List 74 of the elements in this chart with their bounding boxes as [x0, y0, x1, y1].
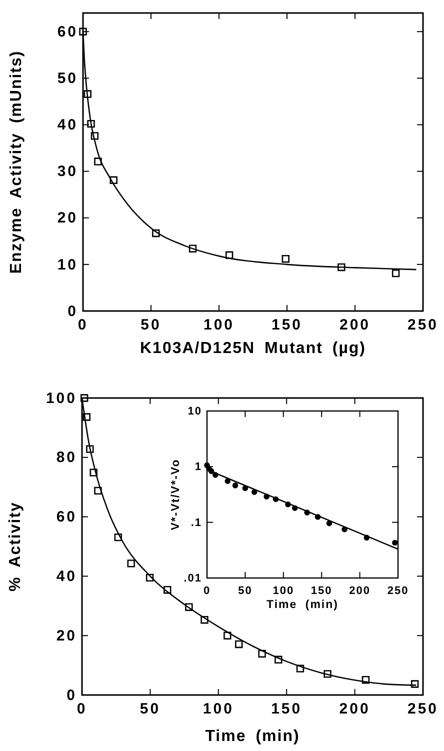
- y-tick-label: 60: [56, 508, 77, 526]
- point: [87, 120, 95, 128]
- y-tick-label: 20: [57, 210, 78, 227]
- point: [362, 676, 370, 684]
- point: [185, 603, 193, 611]
- y-tick-label: 0: [66, 686, 77, 704]
- x-tick-label: 150: [310, 584, 332, 597]
- y-tick-label: 1: [194, 461, 202, 474]
- y-axis-title: V*-Vt/V*-Vo: [170, 458, 182, 530]
- point: [324, 670, 332, 678]
- y-tick-label: 0: [68, 302, 78, 320]
- y-tick-label: .1: [190, 516, 202, 529]
- point: [94, 158, 102, 166]
- x-axis-title: Time (min): [266, 599, 338, 611]
- point: [90, 132, 99, 140]
- point: [152, 229, 160, 238]
- point: [392, 269, 400, 278]
- y-tick-label: 100: [46, 390, 77, 407]
- y-tick-label: 10: [188, 406, 202, 418]
- point: [86, 445, 94, 453]
- point: [258, 650, 266, 658]
- point: [235, 640, 243, 648]
- x-tick-label: 200: [349, 584, 370, 597]
- y-tick-label: 40: [56, 568, 77, 585]
- x-tick-label: 250: [407, 700, 439, 718]
- point: [110, 176, 118, 184]
- x-tick-label: 250: [387, 584, 409, 597]
- point: [410, 680, 419, 688]
- point: [232, 482, 238, 488]
- point: [392, 540, 398, 546]
- point: [200, 616, 208, 624]
- y-tick-label: 80: [56, 449, 77, 466]
- point: [90, 468, 98, 476]
- x-tick-label: 100: [272, 584, 294, 597]
- point: [79, 28, 87, 36]
- y-tick-label: .01: [184, 572, 202, 585]
- point: [188, 244, 197, 252]
- x-tick-label: 250: [407, 316, 439, 334]
- point: [225, 251, 234, 259]
- x-tick-label: 100: [202, 700, 234, 718]
- x-tick-label: 200: [339, 700, 370, 718]
- point: [82, 413, 90, 421]
- point: [94, 486, 102, 495]
- x-tick-label: 200: [339, 316, 371, 334]
- x-tick-label: 0: [203, 584, 211, 597]
- x-tick-label: 50: [238, 584, 252, 597]
- x-axis-title: K103A/D125N Mutant (µg): [140, 340, 366, 357]
- point: [224, 478, 231, 484]
- point: [338, 263, 346, 272]
- y-tick-label: 60: [57, 23, 78, 40]
- point: [146, 574, 154, 582]
- point: [251, 489, 258, 495]
- y-axis-title: Enzyme Activity (mUnits): [8, 50, 25, 274]
- point: [296, 664, 304, 672]
- x-axis-title: Time (min): [205, 728, 300, 745]
- y-tick-label: 30: [57, 163, 78, 180]
- point: [84, 90, 92, 98]
- x-tick-label: 50: [140, 700, 161, 718]
- y-tick-label: 50: [57, 70, 78, 87]
- y-tick-label: 40: [57, 116, 78, 134]
- point: [164, 586, 172, 594]
- y-axis-title: % Activity: [7, 502, 24, 592]
- point: [282, 255, 290, 263]
- y-tick-label: 10: [57, 256, 78, 274]
- x-tick-label: 100: [203, 316, 235, 334]
- point: [114, 533, 122, 542]
- point: [127, 560, 135, 568]
- x-tick-label: 50: [140, 316, 162, 334]
- point: [224, 632, 232, 640]
- y-tick-label: 20: [56, 627, 77, 644]
- x-tick-label: 150: [271, 700, 302, 718]
- point: [80, 394, 88, 402]
- x-tick-label: 150: [271, 316, 303, 334]
- point: [274, 656, 282, 664]
